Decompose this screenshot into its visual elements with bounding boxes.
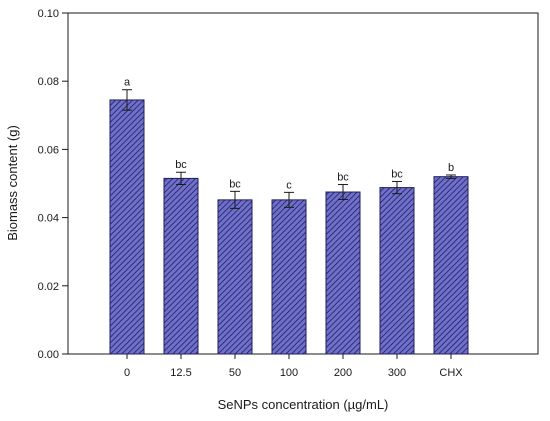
x-tick-label: 50 [229,367,241,379]
bar [271,199,307,355]
y-tick-label: 0.08 [38,76,59,88]
bar [163,177,199,355]
y-tick-label: 0.02 [38,281,59,293]
y-axis-title: Biomass content (g) [5,125,20,241]
significance-label: bc [229,178,241,190]
x-axis-title: SeNPs concentration (µg/mL) [218,397,389,412]
y-axis: 0.00 0.02 0.04 0.06 0.08 0.10 [38,8,68,361]
x-axis: 0 12.5 50 100 200 300 CHX [124,354,463,379]
significance-label: c [286,179,292,191]
bar-series [109,99,469,355]
significance-label: bc [175,159,187,171]
bar [433,176,469,355]
bar [379,187,415,355]
x-tick-label: CHX [439,367,463,379]
x-tick-label: 200 [334,367,352,379]
bar [325,191,361,355]
y-tick-label: 0.06 [38,144,59,156]
bar [217,199,253,355]
significance-labels: a bc bc c bc bc b [124,77,454,192]
significance-label: bc [337,172,349,184]
x-tick-label: 0 [124,367,130,379]
significance-label: bc [391,168,403,180]
significance-label: b [448,162,454,174]
y-tick-label: 0.04 [38,213,59,225]
x-tick-label: 12.5 [170,367,191,379]
y-tick-label: 0.00 [38,349,59,361]
x-tick-label: 100 [280,367,298,379]
x-tick-label: 300 [388,367,406,379]
significance-label: a [124,77,131,89]
y-tick-label: 0.10 [38,8,59,20]
error-bars [122,89,456,209]
bar [109,99,145,355]
